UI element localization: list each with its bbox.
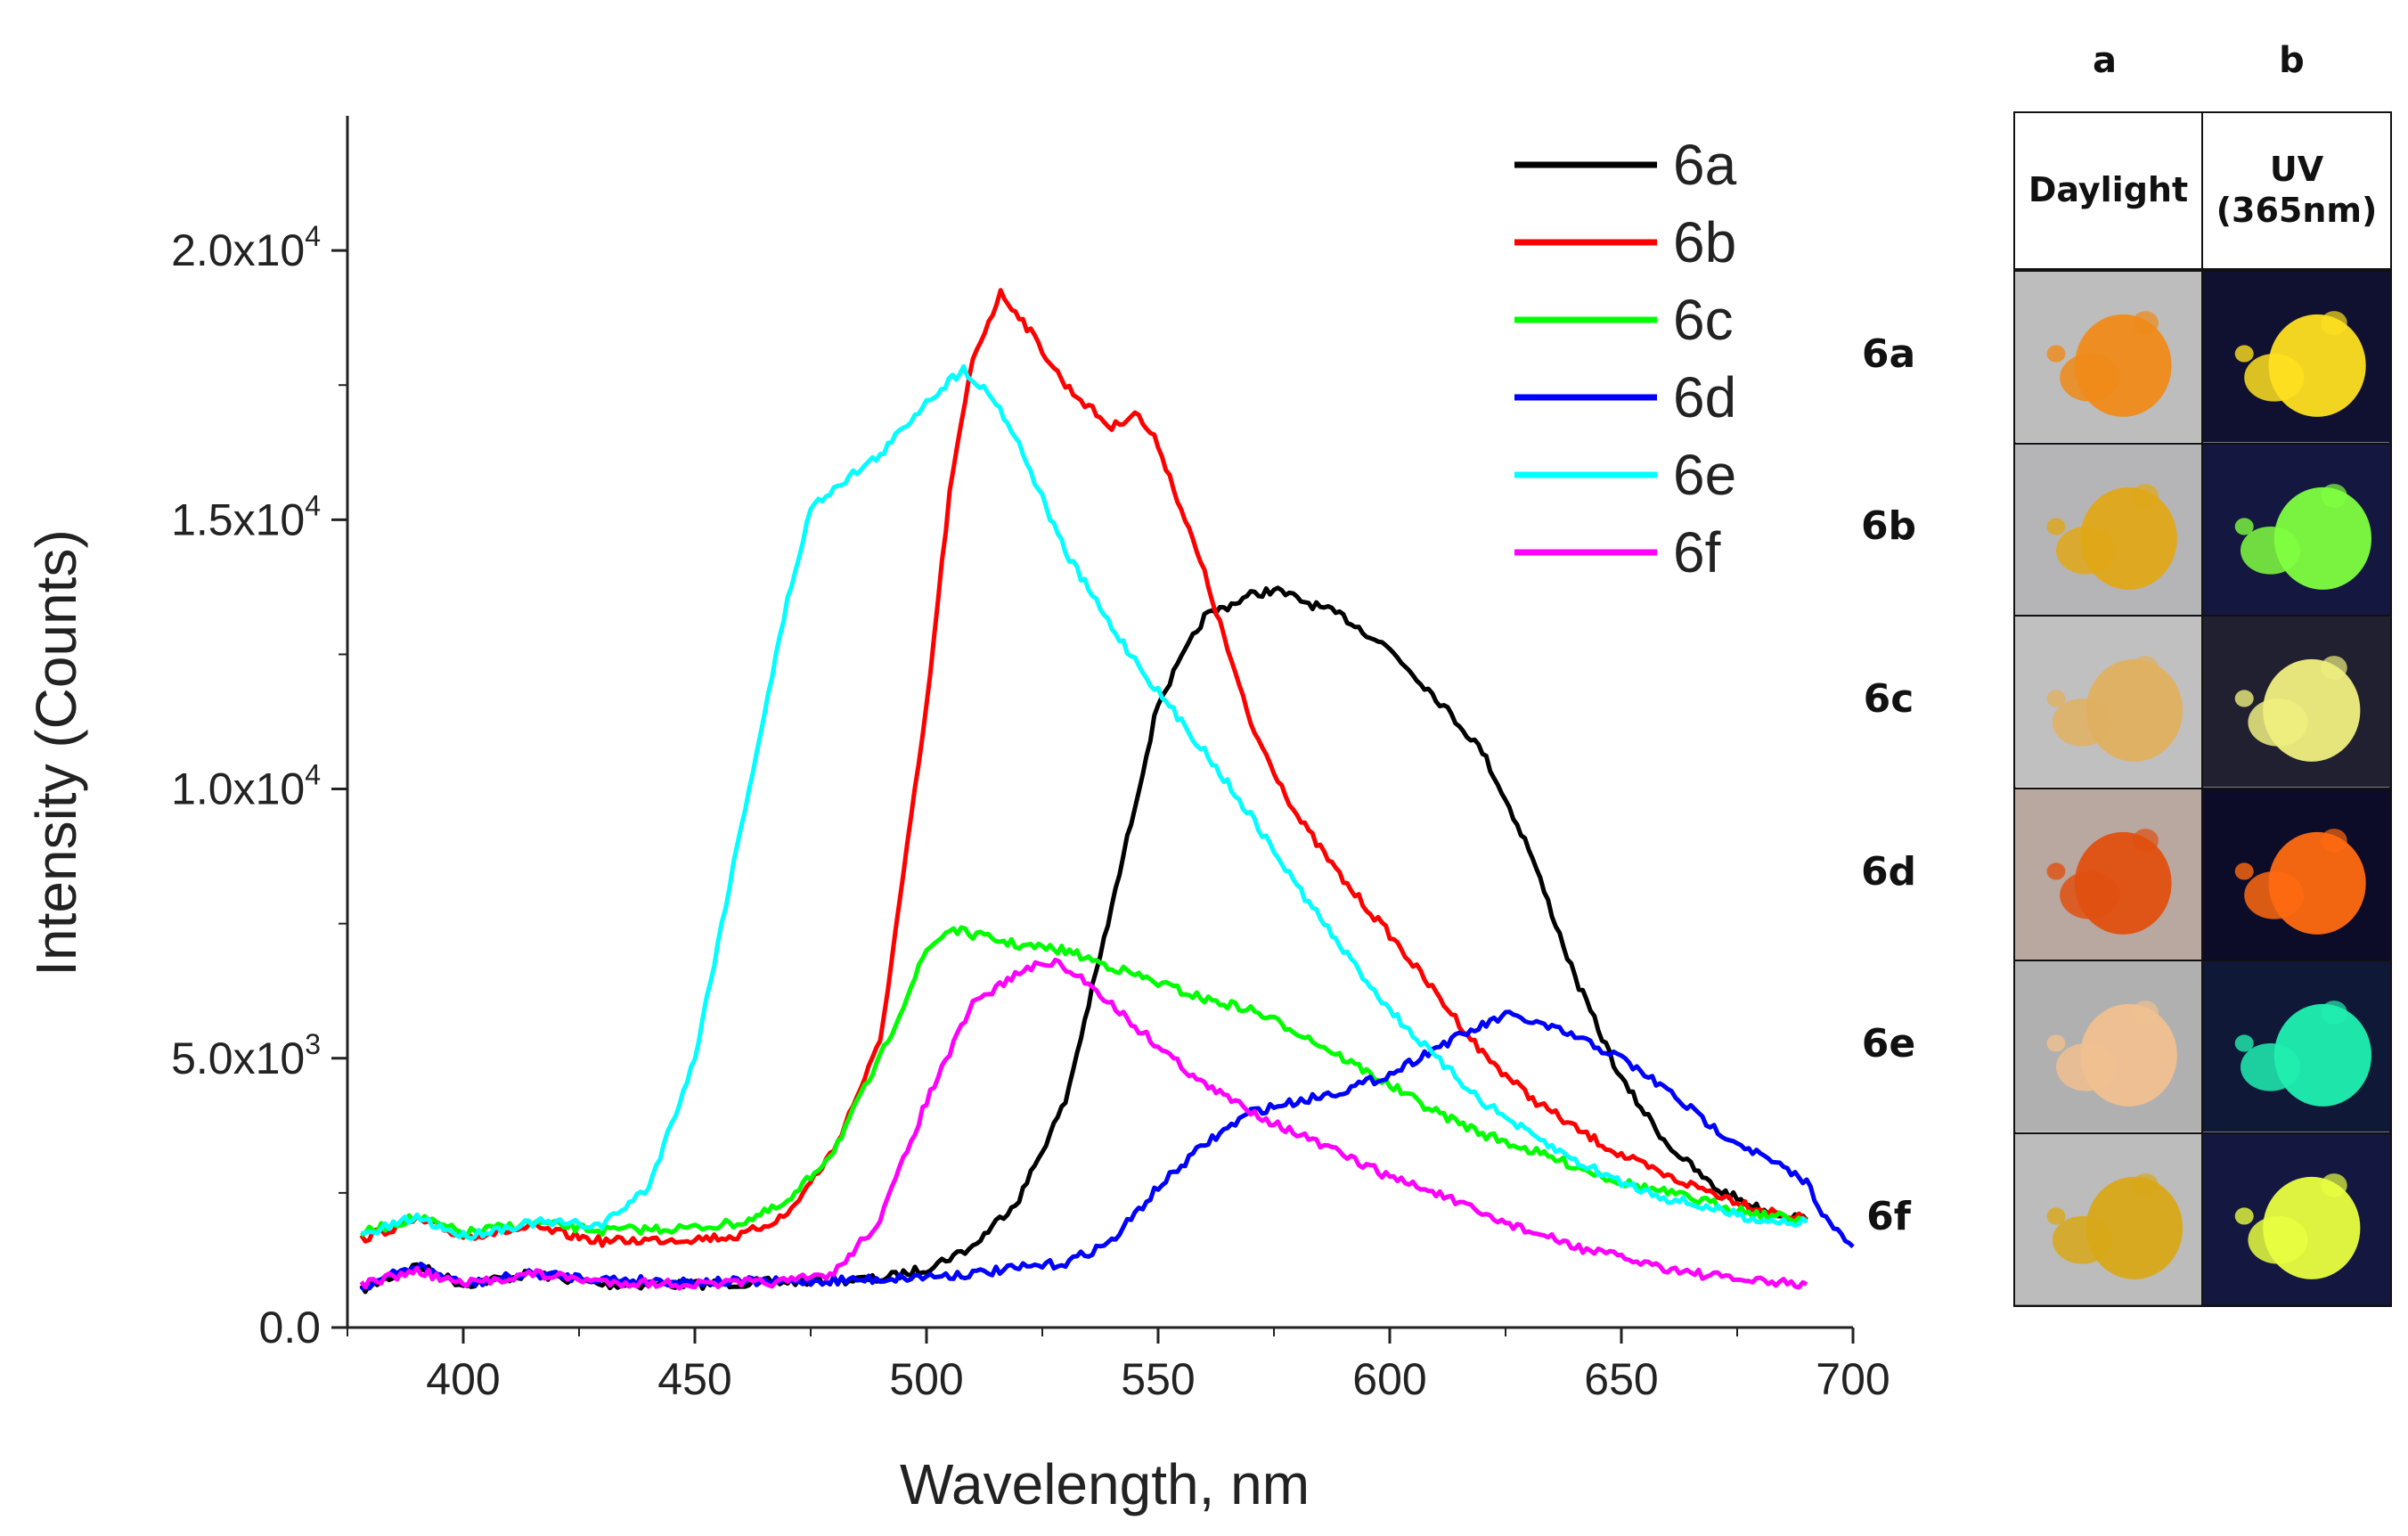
x-tick-label: 450	[657, 1354, 731, 1404]
x-tick-label: 700	[1816, 1354, 1890, 1404]
x-tick-label: 600	[1352, 1354, 1426, 1404]
y-tick-mantissa: 5.0x10	[171, 1034, 305, 1083]
series-line-6f	[359, 957, 1808, 1291]
y-tick-exponent: 4	[305, 489, 321, 521]
uv-photo-6e	[2201, 960, 2392, 1134]
x-tick-label: 650	[1584, 1354, 1658, 1404]
row-label-6d: 6d	[1860, 848, 1917, 895]
daylight-photo-6d	[2013, 787, 2203, 962]
legend-label-6f: 6f	[1673, 520, 1721, 584]
y-tick-mantissa: 2.0x10	[171, 225, 305, 275]
x-tick-label: 500	[889, 1354, 963, 1404]
series-line-6e	[361, 364, 1808, 1241]
row-label-6e: 6e	[1861, 1021, 1916, 1067]
daylight-photo-6c	[2013, 615, 2203, 789]
legend-label-6a: 6a	[1673, 133, 1737, 197]
y-tick-label: 5.0x103	[171, 1028, 321, 1083]
legend: 6a 6b 6c 6d 6e 6f	[1514, 133, 1737, 584]
series-line-6b	[359, 288, 1808, 1248]
daylight-photo-6e	[2013, 960, 2203, 1134]
y-tick-mantissa: 0.0	[258, 1303, 321, 1352]
y-tick-exponent: 3	[305, 1028, 321, 1060]
legend-label-6b: 6b	[1673, 210, 1736, 274]
uv-photo-6d	[2201, 787, 2392, 962]
row-label-6c: 6c	[1863, 676, 1914, 722]
uv-photo-6b	[2201, 442, 2392, 617]
uv-photo-6c	[2201, 615, 2392, 789]
header-daylight-text: Daylight	[2028, 170, 2189, 210]
legend-label-6c: 6c	[1673, 288, 1734, 352]
row-label-6f: 6f	[1866, 1193, 1911, 1239]
photo-panel: a b Daylight UV (365nm) 6a 6b 6c 6d 6e 6f	[1861, 40, 2392, 1307]
x-tick-label: 550	[1121, 1354, 1195, 1404]
series-layer	[359, 288, 1855, 1295]
daylight-photo-6b	[2013, 442, 2203, 617]
axes-layer: 400 450 500 550 600 650 7000.05.0x1031.0x1041.…	[171, 116, 1890, 1404]
header-uv-line1: UV	[2269, 150, 2324, 190]
y-tick-exponent: 4	[305, 220, 321, 252]
column-label-a: a	[2093, 40, 2117, 81]
daylight-photo-6f	[2013, 1132, 2203, 1307]
header-uv-line2: (365nm)	[2216, 191, 2378, 230]
header-uv: UV (365nm)	[2201, 111, 2392, 270]
column-label-b: b	[2279, 40, 2305, 81]
x-tick-label: 400	[426, 1354, 500, 1404]
y-tick-mantissa: 1.5x10	[171, 494, 305, 544]
legend-label-6d: 6d	[1673, 365, 1736, 429]
y-tick-label: 2.0x104	[171, 220, 321, 275]
uv-photo-6a	[2201, 270, 2392, 445]
header-daylight: Daylight	[2013, 111, 2203, 270]
emission-chart: 400 450 500 550 600 650 7000.05.0x1031.0x1041.…	[24, 116, 1890, 1516]
legend-label-6e: 6e	[1673, 443, 1736, 507]
uv-photo-6f	[2201, 1132, 2392, 1307]
y-axis-title: Intensity (Counts)	[24, 529, 88, 976]
series-line-6d	[359, 1009, 1855, 1292]
series-line-6a	[359, 585, 1808, 1295]
y-tick-mantissa: 1.0x10	[171, 764, 305, 814]
row-label-6b: 6b	[1860, 503, 1917, 550]
y-tick-label: 1.0x104	[171, 759, 321, 814]
y-tick-label: 1.5x104	[171, 489, 321, 544]
series-line-6c	[360, 925, 1807, 1238]
row-label-6a: 6a	[1861, 331, 1916, 377]
daylight-photo-6a	[2013, 270, 2203, 445]
y-tick-label: 0.0	[258, 1303, 321, 1352]
x-axis-title: Wavelength, nm	[900, 1452, 1310, 1516]
y-tick-exponent: 4	[305, 759, 321, 791]
